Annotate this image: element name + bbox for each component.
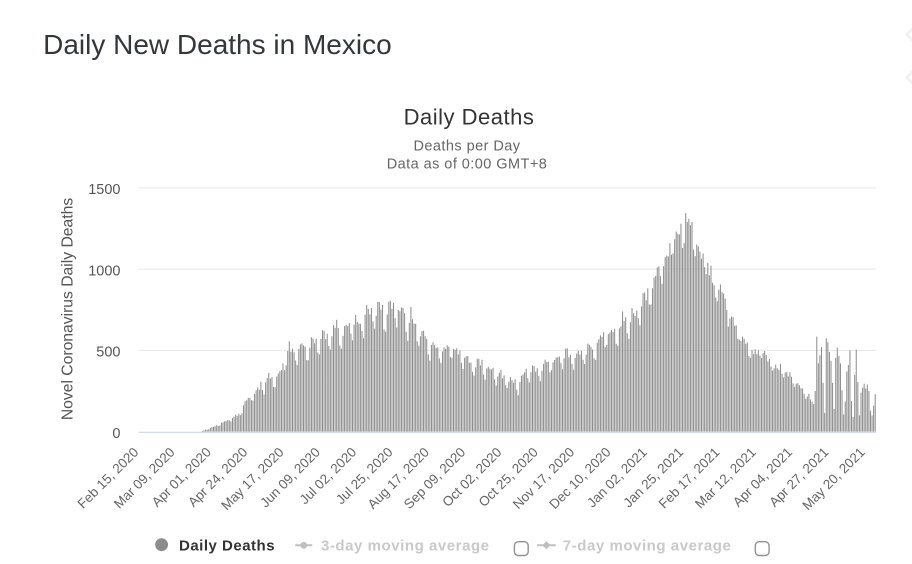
svg-text:7-day moving average: 7-day moving average bbox=[563, 538, 732, 555]
svg-text:Deaths per Day: Deaths per Day bbox=[413, 139, 520, 155]
svg-text:1000: 1000 bbox=[88, 263, 120, 279]
svg-text:3-day moving average: 3-day moving average bbox=[321, 538, 490, 555]
svg-text:Daily Deaths: Daily Deaths bbox=[179, 538, 275, 555]
svg-text:0: 0 bbox=[112, 426, 120, 442]
svg-text:500: 500 bbox=[96, 345, 120, 361]
svg-text:Daily New Deaths in Mexico: Daily New Deaths in Mexico bbox=[43, 29, 392, 60]
svg-text:1500: 1500 bbox=[88, 182, 120, 198]
svg-text:Novel Coronavirus Daily Deaths: Novel Coronavirus Daily Deaths bbox=[59, 198, 76, 420]
svg-text:Daily Deaths: Daily Deaths bbox=[404, 105, 535, 130]
svg-text:Data as of 0:00 GMT+8: Data as of 0:00 GMT+8 bbox=[387, 156, 548, 172]
